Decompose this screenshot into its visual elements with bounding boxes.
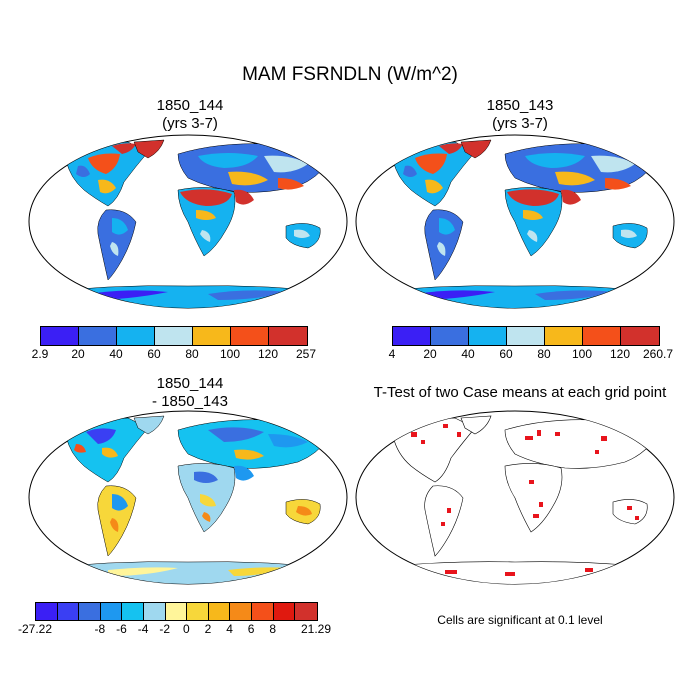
- colorbar-tick-label: 257: [295, 347, 317, 361]
- colorbar-tick-label: 260.7: [642, 347, 674, 361]
- colorbar-swatch: [187, 603, 209, 620]
- colorbar-swatch: [469, 327, 507, 345]
- colorbar-swatch: [79, 327, 117, 345]
- colorbar-tick-label: 60: [147, 347, 161, 361]
- colorbar-tick-label: 100: [571, 347, 593, 361]
- panel-title-bottom-right: T-Test of two Case means at each grid po…: [340, 384, 700, 402]
- continent-antarctica: [29, 561, 347, 584]
- greenland: [460, 139, 492, 159]
- colorbar-swatch: [41, 327, 79, 345]
- colorbar-tick-label: -6: [116, 622, 127, 636]
- panel-title-line1: T-Test of two Case means at each grid po…: [373, 384, 667, 401]
- continent-antarctica: [356, 285, 674, 308]
- colorbar-swatch: [79, 603, 101, 620]
- colorbar-tick-label: 21.29: [300, 622, 332, 636]
- colorbar-swatch: [117, 327, 155, 345]
- colorbar-tick-label: 4: [388, 347, 396, 361]
- colorbar-tick-label: 100: [219, 347, 241, 361]
- panel-title-line1: 1850_143: [486, 97, 554, 114]
- colorbar-top-left: [40, 326, 308, 346]
- significant-cells: [411, 424, 639, 576]
- colorbar-tick-label: 60: [499, 347, 513, 361]
- panel-title-line1: 1850_144: [156, 375, 224, 392]
- colorbar-tick-label: -27.22: [17, 622, 53, 636]
- colorbar-swatch: [193, 327, 231, 345]
- continent-africa: [177, 187, 236, 257]
- colorbar-tick-label: -4: [137, 622, 149, 636]
- continent-africa: [504, 187, 563, 257]
- colorbar-bottom-left: [35, 602, 318, 621]
- greenland: [133, 415, 165, 435]
- panel-title-top-right: 1850_143 (yrs 3-7): [370, 97, 670, 133]
- colorbar-tick-label: 20: [71, 347, 85, 361]
- colorbar-tick-label: -8: [94, 622, 106, 636]
- figure-title: MAM FSRNDLN (W/m^2): [242, 64, 458, 85]
- map-bottom-left: [28, 410, 348, 585]
- colorbar-tick-label: 80: [185, 347, 199, 361]
- colorbar-tick-label: 120: [257, 347, 279, 361]
- colorbar-tick-label: -2: [159, 622, 171, 636]
- panel-title-line2: (yrs 3-7): [492, 115, 548, 132]
- colorbar-tick-label: 2: [204, 622, 212, 636]
- panel-title-line1: 1850_144: [156, 97, 224, 114]
- colorbar-tick-label: 4: [226, 622, 233, 636]
- colorbar-swatch: [231, 327, 269, 345]
- colorbar-tick-label: 8: [269, 622, 277, 636]
- colorbar-swatch: [122, 603, 145, 620]
- colorbar-swatch: [155, 327, 193, 345]
- colorbar-swatch: [252, 603, 274, 620]
- colorbar-swatch: [295, 603, 317, 620]
- colorbar-swatch: [100, 603, 123, 620]
- colorbar-swatch: [36, 603, 58, 620]
- map-bottom-right: [355, 410, 675, 585]
- colorbar-swatch: [393, 327, 431, 345]
- colorbar-swatch: [144, 603, 166, 620]
- map-top-left: [28, 134, 348, 309]
- panel-title-line2: - 1850_143: [152, 393, 228, 410]
- colorbar-tick-label: 120: [609, 347, 631, 361]
- panel-title-line2: (yrs 3-7): [162, 115, 218, 132]
- greenland: [133, 139, 165, 159]
- colorbar-swatch: [431, 327, 469, 345]
- map-top-right: [355, 134, 675, 309]
- continent-antarctica: [29, 285, 347, 308]
- continent-africa: [504, 463, 563, 533]
- colorbar-tick-label: 6: [247, 622, 255, 636]
- colorbar-swatch: [621, 327, 659, 345]
- colorbar-tick-label: 2.9: [31, 347, 49, 361]
- colorbar-tick-label: 80: [537, 347, 551, 361]
- colorbar-top-right: [392, 326, 660, 346]
- colorbar-swatch: [583, 327, 621, 345]
- colorbar-swatch: [208, 603, 231, 620]
- significance-note: Cells are significant at 0.1 level: [437, 613, 603, 627]
- colorbar-swatch: [165, 603, 188, 620]
- panel-title-bottom-left: 1850_144 - 1850_143: [40, 375, 340, 411]
- colorbar-tick-label: 40: [109, 347, 123, 361]
- colorbar-tick-label: 40: [461, 347, 475, 361]
- colorbar-swatch: [507, 327, 545, 345]
- colorbar-swatch: [545, 327, 583, 345]
- colorbar-swatch: [230, 603, 253, 620]
- colorbar-swatch: [273, 603, 296, 620]
- colorbar-swatch: [269, 327, 307, 345]
- colorbar-tick-label: 0: [182, 622, 190, 636]
- colorbar-swatch: [57, 603, 80, 620]
- panel-title-top-left: 1850_144 (yrs 3-7): [40, 97, 340, 133]
- colorbar-tick-label: 20: [423, 347, 437, 361]
- continent-south-america: [424, 485, 464, 557]
- greenland: [460, 415, 492, 435]
